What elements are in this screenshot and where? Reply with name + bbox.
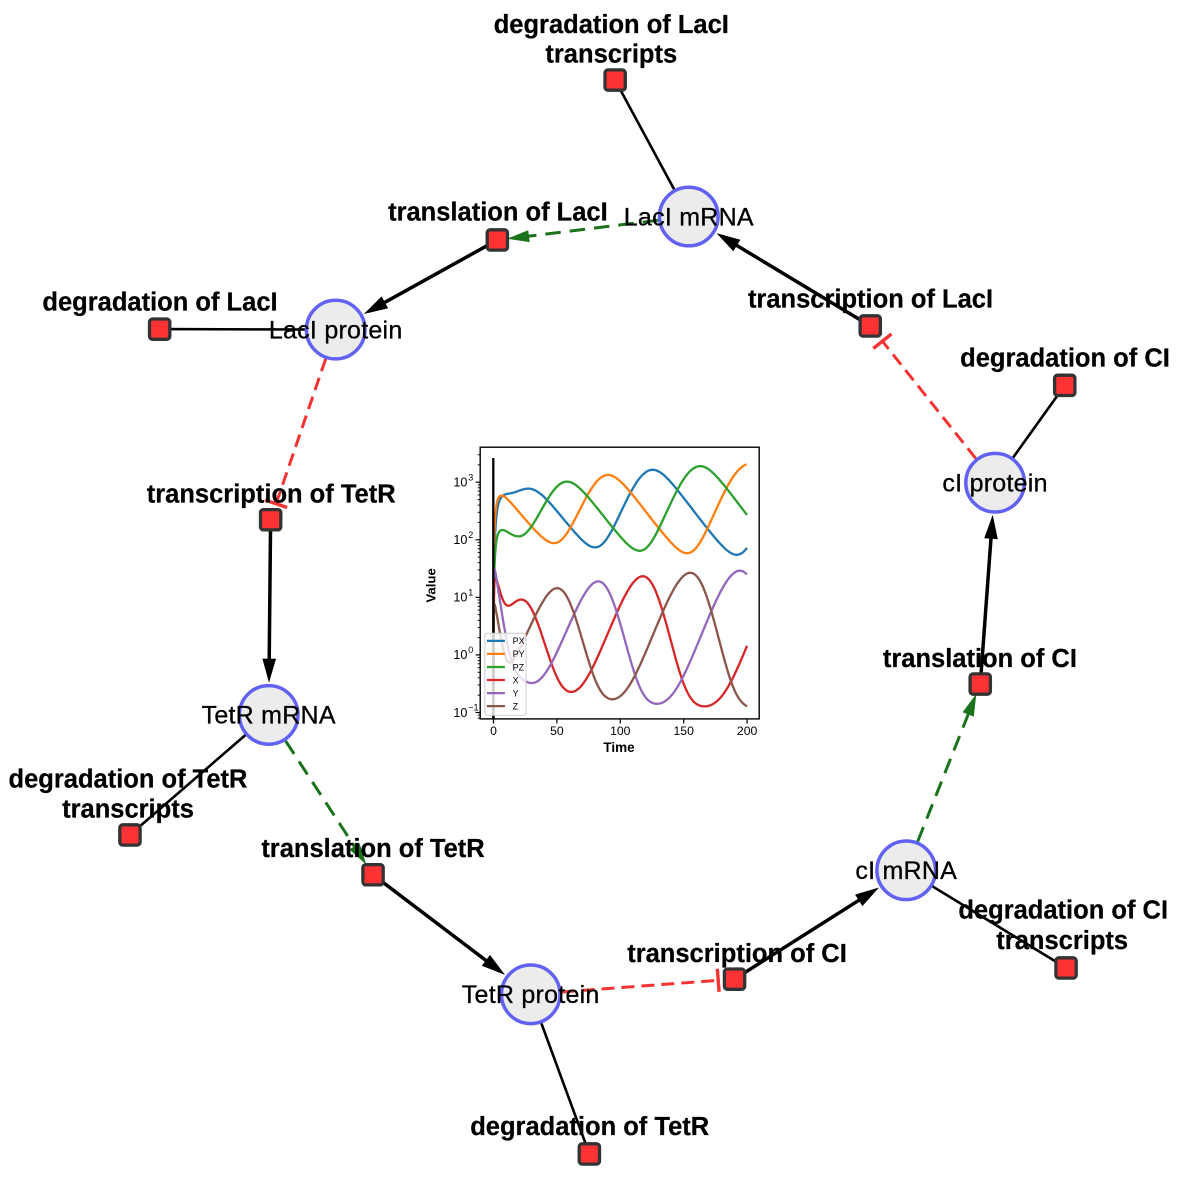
svg-text:LacI mRNA: LacI mRNA (624, 203, 754, 231)
svg-text:transcripts: transcripts (545, 41, 677, 69)
svg-text:translation of LacI: translation of LacI (388, 199, 608, 227)
svg-text:2: 2 (468, 530, 473, 540)
svg-text:10: 10 (453, 591, 467, 605)
svg-text:PY: PY (513, 649, 525, 659)
svg-text:translation of TetR: translation of TetR (261, 835, 484, 863)
svg-text:transcription of CI: transcription of CI (627, 940, 847, 968)
svg-text:degradation of CI: degradation of CI (960, 345, 1170, 373)
svg-text:−1: −1 (468, 703, 478, 713)
svg-text:translation of CI: translation of CI (883, 645, 1077, 673)
svg-text:transcription of LacI: transcription of LacI (748, 286, 993, 314)
svg-text:PZ: PZ (513, 662, 525, 672)
svg-text:10: 10 (453, 476, 467, 490)
svg-text:0: 0 (490, 724, 497, 738)
svg-text:degradation of LacI: degradation of LacI (42, 289, 277, 317)
svg-text:Y: Y (513, 688, 519, 698)
svg-text:degradation of CI: degradation of CI (958, 896, 1168, 924)
svg-text:Value: Value (423, 568, 438, 602)
svg-text:LacI protein: LacI protein (269, 316, 403, 344)
svg-text:cI mRNA: cI mRNA (855, 857, 957, 885)
svg-text:1: 1 (468, 588, 473, 598)
svg-text:degradation of TetR: degradation of TetR (9, 765, 248, 793)
svg-text:X: X (513, 675, 519, 685)
svg-text:150: 150 (674, 724, 695, 738)
svg-text:degradation of TetR: degradation of TetR (470, 1113, 709, 1141)
svg-text:3: 3 (468, 472, 473, 482)
svg-text:Z: Z (513, 701, 519, 711)
svg-text:PX: PX (513, 636, 525, 646)
svg-text:transcription of TetR: transcription of TetR (147, 481, 396, 509)
svg-text:TetR protein: TetR protein (462, 981, 600, 1009)
svg-text:Time: Time (603, 740, 635, 755)
svg-text:10: 10 (453, 648, 467, 662)
svg-text:transcripts: transcripts (62, 795, 194, 823)
svg-text:200: 200 (737, 724, 758, 738)
svg-text:0: 0 (468, 645, 473, 655)
svg-text:degradation of LacI: degradation of LacI (494, 11, 729, 39)
svg-text:10: 10 (453, 533, 467, 547)
svg-text:transcripts: transcripts (996, 927, 1128, 955)
svg-text:cI protein: cI protein (942, 470, 1047, 498)
svg-text:50: 50 (550, 724, 564, 738)
svg-text:100: 100 (610, 724, 631, 738)
svg-text:TetR mRNA: TetR mRNA (202, 702, 336, 730)
svg-text:10: 10 (453, 706, 467, 720)
